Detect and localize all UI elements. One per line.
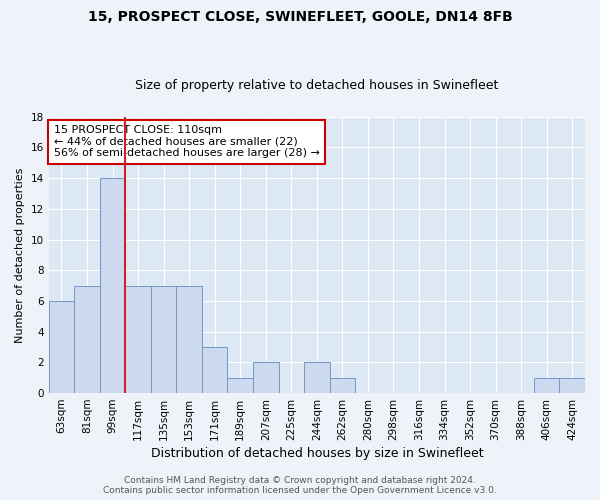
Bar <box>559 378 585 393</box>
Text: Contains HM Land Registry data © Crown copyright and database right 2024.
Contai: Contains HM Land Registry data © Crown c… <box>103 476 497 495</box>
Bar <box>329 378 355 393</box>
Bar <box>304 362 329 393</box>
Bar <box>227 378 253 393</box>
X-axis label: Distribution of detached houses by size in Swinefleet: Distribution of detached houses by size … <box>151 447 483 460</box>
Text: 15, PROSPECT CLOSE, SWINEFLEET, GOOLE, DN14 8FB: 15, PROSPECT CLOSE, SWINEFLEET, GOOLE, D… <box>88 10 512 24</box>
Bar <box>125 286 151 393</box>
Title: Size of property relative to detached houses in Swinefleet: Size of property relative to detached ho… <box>135 79 499 92</box>
Y-axis label: Number of detached properties: Number of detached properties <box>15 167 25 342</box>
Bar <box>253 362 278 393</box>
Bar <box>176 286 202 393</box>
Bar <box>49 301 74 393</box>
Bar <box>74 286 100 393</box>
Bar <box>202 347 227 393</box>
Bar <box>151 286 176 393</box>
Bar <box>534 378 559 393</box>
Text: 15 PROSPECT CLOSE: 110sqm
← 44% of detached houses are smaller (22)
56% of semi-: 15 PROSPECT CLOSE: 110sqm ← 44% of detac… <box>54 125 320 158</box>
Bar <box>100 178 125 393</box>
